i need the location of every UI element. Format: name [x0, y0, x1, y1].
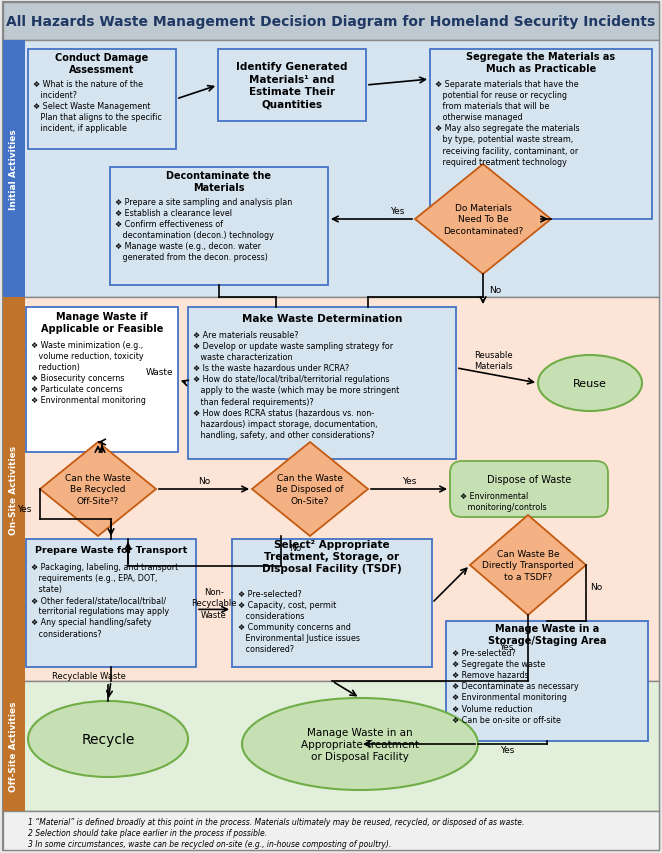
Bar — [28, 50, 176, 150]
Text: Recycle: Recycle — [81, 732, 134, 746]
Text: Can Waste Be
Directly Transported
to a TSDF?: Can Waste Be Directly Transported to a T… — [482, 549, 574, 581]
Text: No: No — [198, 477, 210, 486]
Text: ❖ Packaging, labeling, and transport
   requirements (e.g., EPA, DOT,
   state)
: ❖ Packaging, labeling, and transport req… — [31, 562, 178, 638]
Text: ❖ What is the nature of the
   incident?
❖ Select Waste Management
   Plan that : ❖ What is the nature of the incident? ❖ … — [33, 80, 162, 133]
Ellipse shape — [242, 699, 478, 790]
Text: No: No — [590, 583, 602, 592]
Text: No: No — [289, 544, 301, 553]
Bar — [3, 41, 25, 298]
Text: ❖ Pre-selected?
❖ Segregate the waste
❖ Remove hazards
❖ Decontaminate as necess: ❖ Pre-selected? ❖ Segregate the waste ❖ … — [452, 648, 579, 723]
Text: On-Site Activities: On-Site Activities — [9, 445, 19, 534]
Text: Make Waste Determination: Make Waste Determination — [242, 314, 402, 323]
Text: Conduct Damage
Assessment: Conduct Damage Assessment — [56, 53, 149, 75]
Text: Yes: Yes — [402, 477, 416, 486]
Text: Identify Generated
Materials¹ and
Estimate Their
Quantities: Identify Generated Materials¹ and Estima… — [236, 62, 348, 109]
Text: ❖ Are materials reusable?
❖ Develop or update waste sampling strategy for
   was: ❖ Are materials reusable? ❖ Develop or u… — [193, 331, 399, 439]
Text: Manage Waste in an
Appropriate Treatment
or Disposal Facility: Manage Waste in an Appropriate Treatment… — [301, 727, 419, 762]
Text: Yes: Yes — [390, 207, 404, 217]
Bar — [3, 811, 659, 850]
Bar — [3, 298, 25, 682]
Text: Decontaminate the
Materials: Decontaminate the Materials — [167, 171, 271, 193]
Text: Segregate the Materials as
Much as Practicable: Segregate the Materials as Much as Pract… — [467, 52, 616, 74]
Bar — [188, 308, 456, 460]
Text: Select² Appropriate
Treatment, Storage, or
Disposal Facility (TSDF): Select² Appropriate Treatment, Storage, … — [262, 539, 402, 574]
Text: Manage Waste if
Applicable or Feasible: Manage Waste if Applicable or Feasible — [41, 311, 164, 334]
Bar — [3, 682, 659, 811]
Text: Non-
Recyclable
Waste: Non- Recyclable Waste — [191, 588, 237, 619]
Bar — [430, 50, 652, 220]
Polygon shape — [40, 443, 156, 537]
Bar — [26, 308, 178, 452]
Ellipse shape — [28, 701, 188, 777]
Text: ❖ Pre-selected?
❖ Capacity, cost, permit
   considerations
❖ Community concerns : ❖ Pre-selected? ❖ Capacity, cost, permit… — [238, 589, 360, 653]
Text: ❖ Environmental
   monitoring/controls: ❖ Environmental monitoring/controls — [460, 491, 547, 512]
Text: Yes: Yes — [17, 505, 31, 514]
Text: Prepare Waste for Transport: Prepare Waste for Transport — [35, 546, 187, 554]
Text: Can the Waste
Be Recycled
Off-Site³?: Can the Waste Be Recycled Off-Site³? — [65, 474, 131, 505]
Text: Reusable
Materials: Reusable Materials — [474, 351, 512, 370]
Bar — [3, 3, 659, 41]
Text: Initial Activities: Initial Activities — [9, 130, 19, 210]
Text: Can the Waste
Be Disposed of
On-Site?: Can the Waste Be Disposed of On-Site? — [276, 474, 344, 505]
Text: 1 “Material” is defined broadly at this point in the process. Materials ultimate: 1 “Material” is defined broadly at this … — [28, 817, 524, 826]
FancyBboxPatch shape — [450, 461, 608, 518]
Polygon shape — [415, 165, 551, 275]
Text: Waste: Waste — [146, 368, 173, 376]
Text: ❖ Prepare a site sampling and analysis plan
❖ Establish a clearance level
❖ Conf: ❖ Prepare a site sampling and analysis p… — [115, 198, 292, 262]
Text: 2 Selection should take place earlier in the process if possible.: 2 Selection should take place earlier in… — [28, 828, 267, 837]
Text: ❖ Waste minimization (e.g.,
   volume reduction, toxicity
   reduction)
❖ Biosec: ❖ Waste minimization (e.g., volume reduc… — [31, 340, 146, 405]
Text: Manage Waste in a
Storage/Staging Area: Manage Waste in a Storage/Staging Area — [488, 623, 606, 646]
Polygon shape — [470, 515, 586, 615]
Bar — [26, 539, 196, 667]
Bar — [232, 539, 432, 667]
Text: Reuse: Reuse — [573, 379, 607, 389]
Text: Yes: Yes — [498, 643, 513, 652]
Bar — [110, 168, 328, 286]
Bar — [446, 621, 648, 741]
Text: 3 In some circumstances, waste can be recycled on-site (e.g., in-house compostin: 3 In some circumstances, waste can be re… — [28, 839, 391, 848]
Bar — [3, 41, 659, 298]
Bar — [3, 682, 25, 811]
Text: No: No — [489, 286, 501, 295]
Text: Dispose of Waste: Dispose of Waste — [487, 474, 571, 485]
Text: ❖ Separate materials that have the
   potential for reuse or recycling
   from m: ❖ Separate materials that have the poten… — [435, 80, 580, 166]
Text: Off-Site Activities: Off-Site Activities — [9, 701, 19, 792]
Text: Recyclable Waste: Recyclable Waste — [52, 671, 126, 681]
Bar — [3, 298, 659, 682]
Text: Yes: Yes — [500, 746, 514, 755]
Text: All Hazards Waste Management Decision Diagram for Homeland Security Incidents: All Hazards Waste Management Decision Di… — [7, 15, 655, 29]
Bar — [218, 50, 366, 122]
Ellipse shape — [538, 356, 642, 411]
Text: Do Materials
Need To Be
Decontaminated?: Do Materials Need To Be Decontaminated? — [443, 204, 523, 235]
Polygon shape — [252, 443, 368, 537]
